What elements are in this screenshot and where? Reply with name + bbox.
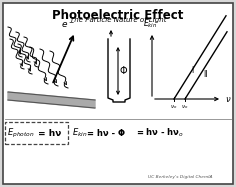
Text: $E_{kin}$: $E_{kin}$: [143, 18, 157, 30]
Text: $\nu_o$: $\nu_o$: [170, 103, 178, 111]
Text: $e^-$: $e^-$: [61, 20, 75, 30]
Text: The Particle Nature of Light: The Particle Nature of Light: [70, 17, 166, 23]
Text: I: I: [191, 66, 193, 75]
Text: = hν - hν$_o$: = hν - hν$_o$: [136, 127, 184, 139]
Text: = hν - Φ: = hν - Φ: [87, 128, 125, 137]
Text: $\nu_o$: $\nu_o$: [181, 103, 189, 111]
Text: = hν: = hν: [38, 128, 61, 137]
Text: Photoelectric Effect: Photoelectric Effect: [52, 9, 184, 22]
Polygon shape: [8, 92, 95, 108]
Text: $\nu$: $\nu$: [225, 94, 232, 103]
Text: II: II: [203, 70, 207, 79]
Text: $E_{kin}$: $E_{kin}$: [72, 127, 88, 139]
Text: UC Berkeley's Digital ChemIA: UC Berkeley's Digital ChemIA: [148, 175, 212, 179]
Text: Φ: Φ: [120, 66, 128, 76]
Bar: [5, 122, 68, 144]
Text: $E_{photon}$: $E_{photon}$: [7, 126, 34, 140]
